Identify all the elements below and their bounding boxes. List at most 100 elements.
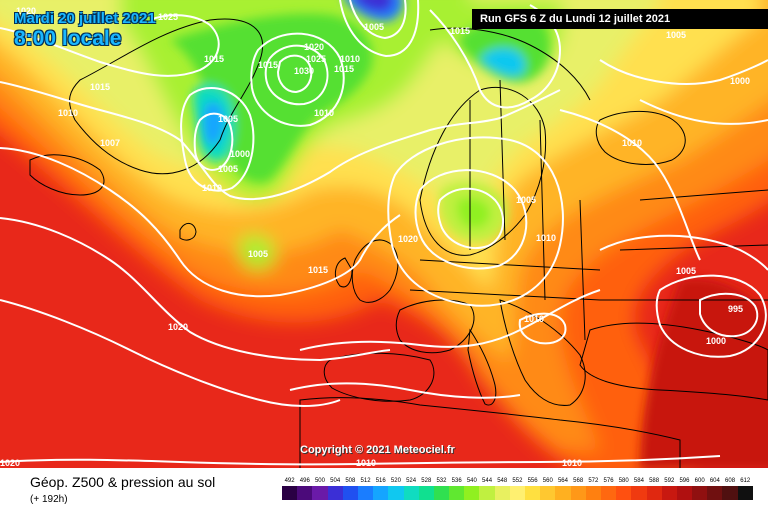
scale-step-label: 564 xyxy=(557,478,568,484)
isobar-label: 1005 xyxy=(666,30,686,40)
scale-step-swatch xyxy=(661,486,677,500)
scale-step: 576 xyxy=(600,477,617,501)
isobar-label: 1020 xyxy=(304,42,324,52)
scale-step-label: 604 xyxy=(709,478,720,484)
scale-step: 564 xyxy=(555,477,571,501)
isobar-label: 1010 xyxy=(622,138,642,148)
scale-step-label: 596 xyxy=(679,478,690,484)
isobar-label: 1015 xyxy=(308,265,328,275)
isobar-label: 1015 xyxy=(258,60,278,70)
scale-step-label: 576 xyxy=(603,478,614,484)
scale-step-label: 588 xyxy=(649,478,660,484)
isobar-label: 1020 xyxy=(16,6,36,16)
scale-step: 552 xyxy=(509,477,525,501)
scale-step-swatch xyxy=(282,486,298,500)
isobar-label: 995 xyxy=(728,304,743,314)
forecast-date: Mardi 20 juillet 2021 xyxy=(14,10,156,27)
scale-step-label: 500 xyxy=(314,478,325,484)
isobar-label: 1010 xyxy=(562,458,582,468)
isobar-label: 1010 xyxy=(536,233,556,243)
scale-step: 612 xyxy=(737,477,753,501)
scale-step: 544 xyxy=(479,477,495,501)
scale-step-label: 592 xyxy=(664,478,675,484)
forecast-lead-time: (+ 192h) xyxy=(30,494,68,505)
scale-step-label: 568 xyxy=(573,478,584,484)
isobar-label: 1020 xyxy=(398,234,418,244)
scale-step: 556 xyxy=(525,477,541,501)
scale-step-swatch xyxy=(449,486,465,500)
scale-step-swatch xyxy=(357,486,374,500)
scale-step-swatch xyxy=(388,486,404,500)
scale-step: 512 xyxy=(357,477,374,501)
scale-step-swatch xyxy=(327,486,343,500)
map-footer: Géop. Z500 & pression au sol (+ 192h) 49… xyxy=(0,468,768,512)
isobar-label: 1010 xyxy=(340,54,360,64)
scale-step: 516 xyxy=(373,477,389,501)
scale-step: 532 xyxy=(433,477,450,501)
model-run-banner: Run GFS 6 Z du Lundi 12 juillet 2021 xyxy=(472,9,768,29)
isobar-label: 1015 xyxy=(450,26,470,36)
scale-step-label: 600 xyxy=(694,478,705,484)
isobar-label: 1030 xyxy=(294,66,314,76)
copyright-text: Copyright © 2021 Meteociel.fr xyxy=(300,444,455,456)
scale-step-swatch xyxy=(616,486,632,500)
scale-step: 600 xyxy=(692,477,708,501)
scale-step-label: 608 xyxy=(725,478,736,484)
scale-step-label: 572 xyxy=(588,478,599,484)
scale-step-label: 548 xyxy=(497,478,508,484)
scale-step-label: 512 xyxy=(360,478,371,484)
scale-step-label: 612 xyxy=(740,478,751,484)
scale-step: 528 xyxy=(418,477,434,501)
scale-step-swatch xyxy=(342,486,358,500)
scale-step: 580 xyxy=(616,477,632,501)
isobar-label: 1025 xyxy=(158,12,178,22)
scale-step: 524 xyxy=(403,477,419,501)
isobar-label: 1010 xyxy=(202,183,222,193)
scale-step-swatch xyxy=(692,486,708,500)
scale-step-swatch xyxy=(479,486,495,500)
isobar-label: 1000 xyxy=(730,76,750,86)
scale-step: 592 xyxy=(661,477,677,501)
isobar-label: 1005 xyxy=(218,114,238,124)
isobar-label: 1015 xyxy=(204,54,224,64)
scale-step-swatch xyxy=(433,486,450,500)
scale-step-label: 528 xyxy=(421,478,432,484)
scale-step-swatch xyxy=(373,486,389,500)
isobar-label: 1015 xyxy=(90,82,110,92)
scale-step-swatch xyxy=(540,486,556,500)
scale-step-label: 560 xyxy=(542,478,553,484)
scale-step-label: 536 xyxy=(451,478,462,484)
scale-step-swatch xyxy=(494,486,510,500)
scale-step: 508 xyxy=(342,477,358,501)
scale-step-swatch xyxy=(403,486,419,500)
isobar-label: 1010 xyxy=(524,314,544,324)
scale-step-swatch xyxy=(570,486,586,500)
scale-step: 584 xyxy=(631,477,647,501)
isobar-label: 1005 xyxy=(364,22,384,32)
scale-step-label: 492 xyxy=(284,478,295,484)
scale-step-swatch xyxy=(555,486,571,500)
scale-step: 520 xyxy=(388,477,404,501)
scale-step-swatch xyxy=(525,486,541,500)
scale-step: 608 xyxy=(722,477,738,501)
scale-step-swatch xyxy=(297,486,313,500)
isobar-label: 1005 xyxy=(676,266,696,276)
scale-step-swatch xyxy=(312,486,328,500)
scale-step: 560 xyxy=(540,477,556,501)
scale-step-swatch xyxy=(509,486,525,500)
scale-step-label: 552 xyxy=(512,478,523,484)
isobar-label: 1000 xyxy=(230,149,250,159)
isobar-label: 1007 xyxy=(100,138,120,148)
scale-step: 540 xyxy=(464,477,480,501)
scale-step-swatch xyxy=(646,486,662,500)
isobar-label: 1020 xyxy=(0,458,20,468)
scale-step-label: 544 xyxy=(482,478,493,484)
scale-step-label: 584 xyxy=(633,478,644,484)
scale-step: 536 xyxy=(449,477,465,501)
map-variable-title: Géop. Z500 & pression au sol xyxy=(30,474,216,490)
isobar-label: 1010 xyxy=(314,108,334,118)
scale-step-label: 520 xyxy=(390,478,401,484)
scale-step-swatch xyxy=(585,486,601,500)
scale-step-label: 524 xyxy=(406,478,417,484)
